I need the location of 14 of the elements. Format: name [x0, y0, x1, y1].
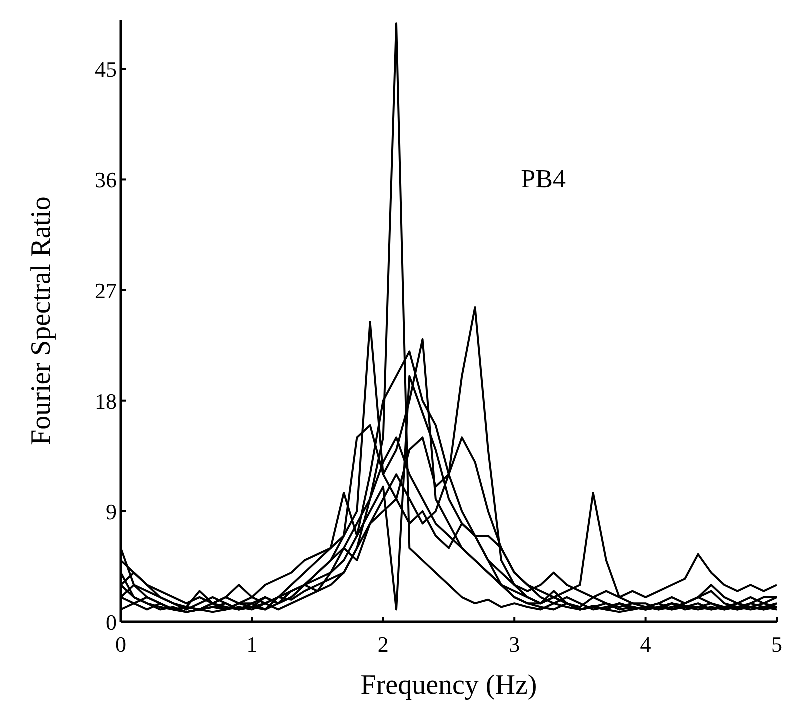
y-tick-label: 27 — [95, 278, 117, 304]
y-tick-label: 0 — [106, 610, 117, 635]
y-tick-label: 9 — [106, 499, 117, 524]
y-tick-label: 45 — [95, 57, 117, 82]
annotation: PB4 — [521, 164, 566, 194]
x-tick-label: 1 — [246, 632, 258, 657]
x-axis-title: Frequency (Hz) — [360, 670, 538, 701]
x-tick-label: 2 — [378, 632, 389, 657]
y-tick-label: 36 — [95, 168, 117, 193]
y-tick-label: 18 — [95, 388, 117, 414]
x-tick-label: 5 — [772, 632, 782, 657]
y-axis-title: Fourier Spectral Ratio — [26, 196, 57, 446]
x-tick-label: 4 — [640, 632, 652, 657]
x-tick-label: 3 — [509, 632, 520, 657]
